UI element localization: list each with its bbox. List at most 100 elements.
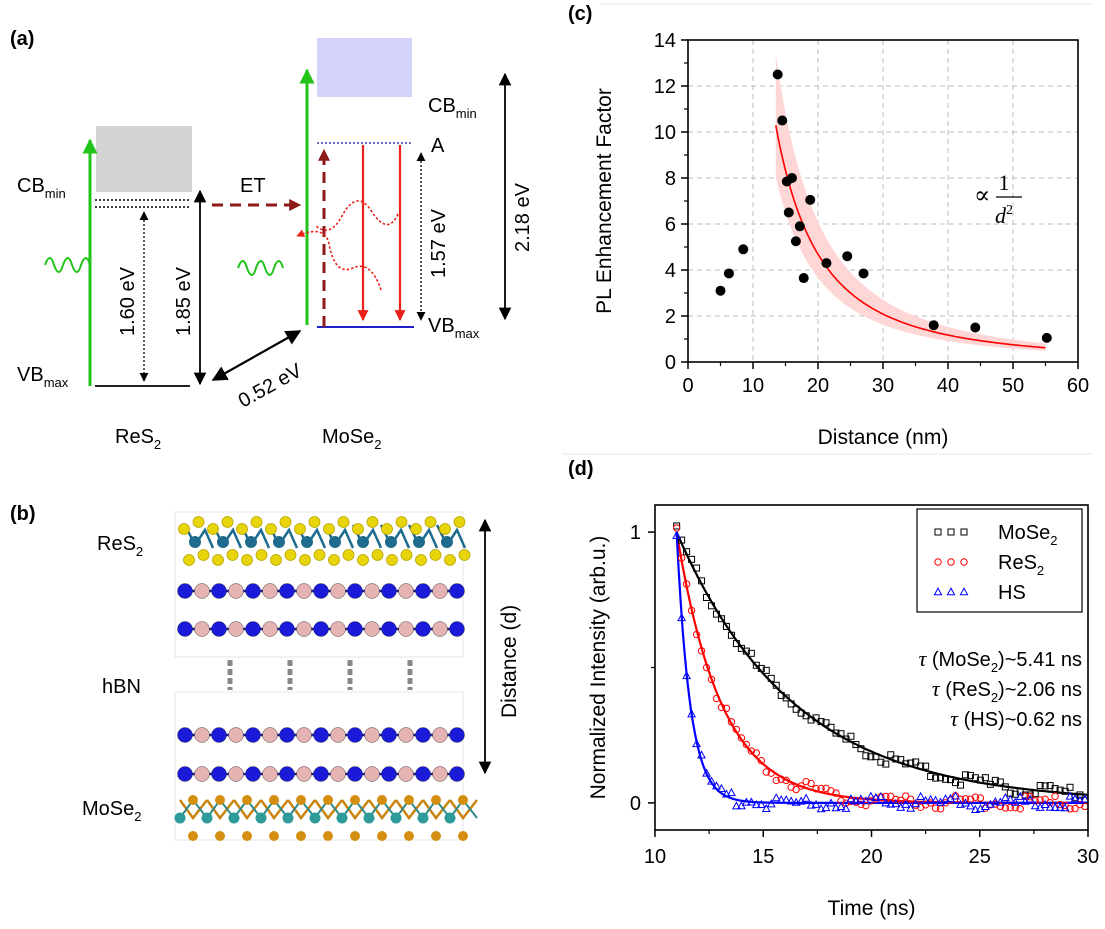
chart-d-point-hs [677,612,687,622]
chart-d-point-hs [751,799,761,809]
chart-d-point-res [707,675,716,684]
chart-d-point-hs [921,795,931,805]
chart-d-point-mose [847,732,855,740]
chart-d-point-res [752,749,761,757]
band-offset-arrow [211,330,302,381]
chart-d-point-mose [762,666,770,674]
chart-d-point-res [797,782,805,790]
res2-lattice [178,516,471,566]
chart-c-point [777,115,788,126]
chart-d-point-res [1076,800,1084,809]
chart-c-point [798,273,809,284]
chart-d-point-hs [1010,797,1020,806]
chart-d-point-mose [907,759,915,767]
chart-d-point-hs [801,793,811,802]
proportional-symbol: ∝ [974,183,990,209]
chart-d-point-res [1006,803,1014,812]
top-structure-frame [174,511,464,658]
chart-d-point-hs [990,796,1000,806]
chart-d-point-hs [1025,794,1035,803]
chart-d-point-hs [766,799,776,808]
legend-label-hs: HS [998,582,1026,604]
distance-label: Distance (d) [498,605,521,718]
chart-d-point-res [672,524,681,532]
chart-d-point-res [1026,792,1034,801]
chart-d-point-res [842,799,850,807]
chart-d-point-hs [687,709,697,718]
chart-d-y-tick-label: 0 [630,793,641,815]
a-exciton-label: A [431,135,445,157]
chart-d-point-hs [791,797,801,806]
chart-d-point-res [892,795,900,804]
chart-d-point-res [702,663,711,672]
legend-marker [947,528,955,536]
legend-box [916,508,1083,613]
chart-d-point-mose [872,753,880,761]
res2-axis-label: ReS2 [115,426,161,452]
chart-d-point-mose [827,723,835,731]
chart-d-point-hs [956,799,965,808]
chart-d-point-hs [846,794,856,803]
chart-d-point-hs [951,791,960,800]
chart-d-point-mose [942,775,950,783]
res2-cb-min-label: CBmin [17,175,66,201]
chart-c-point [772,69,783,80]
chart-d-point-hs [781,795,791,804]
chart-c-y-tick-label: 0 [665,352,676,374]
panel-d: (d) 10 15 20 25 30 0 1 Time (ns) Normalized In… [568,458,1099,920]
tau-label: τ (MoSe2)~5.41 ns [918,646,1082,675]
chart-d-point-mose [822,719,830,727]
chart-d-point-hs [1045,802,1055,811]
chart-c-point [805,194,816,205]
chart-d-point-res [921,801,930,809]
chart-d-point-mose [961,771,969,779]
chart-d-point-mose [802,712,810,720]
chart-d-point-res [1071,804,1079,813]
annotation-numerator: 1 [999,170,1010,195]
chart-d-point-hs [726,787,736,797]
chart-d-point-hs [856,794,866,803]
chart-d-point-hs [771,793,781,802]
chart-d-point-hs [881,798,891,807]
legend-marker [947,558,955,566]
res2-conduction-band [96,126,192,192]
chart-d-point-mose [887,751,895,759]
chart-d-point-hs [707,776,716,785]
chart-d-point-mose [717,615,725,623]
chart-d-point-mose [862,752,870,760]
chart-d-legend: MoSe2 ReS2 HS [916,508,1083,613]
chart-d-point-hs [866,791,876,800]
chart-d-point-res [1046,799,1054,807]
chart-d-point-hs [731,801,741,810]
chart-d-point-res [1041,795,1049,803]
chart-d-point-hs [1055,802,1065,812]
chart-c-x-tick-label: 30 [872,375,894,397]
chart-d-x-axis-title: Time (ns) [828,897,916,920]
chart-d-point-res [692,630,701,639]
chart-d-point-mose [857,745,865,753]
chart-d-point-hs [965,801,975,810]
chart-d-point-hs [1000,793,1010,802]
chart-d-point-mose [772,681,780,689]
hbn-layer-label: hBN [102,676,141,698]
chart-c-y-tick-label: 4 [665,260,676,282]
chart-d-point-mose [882,760,890,768]
chart-d-fit-mose [675,531,1088,796]
chart-d-point-mose [922,762,930,770]
legend-marker [959,587,969,596]
chart-d-point-mose [867,753,875,761]
interlayer-gap-marks [227,660,413,690]
res2-layer-label: ReS2 [97,533,143,559]
chart-d-point-mose [678,536,686,544]
nonradiative-wave-1 [315,200,399,232]
chart-d-point-mose [1056,786,1064,794]
chart-d-point-res [1016,805,1024,813]
chart-c-x-tick-label: 20 [807,375,829,397]
chart-d-point-hs [1005,794,1015,803]
chart-d-point-res [792,785,800,794]
chart-d-point-mose [937,774,945,782]
chart-c-y-tick-label: 12 [654,76,676,98]
annotation-denominator: d2 [995,203,1013,228]
chart-c-y-tick-label: 14 [654,30,676,52]
mose2-cb-min-label: CBmin [428,95,477,121]
